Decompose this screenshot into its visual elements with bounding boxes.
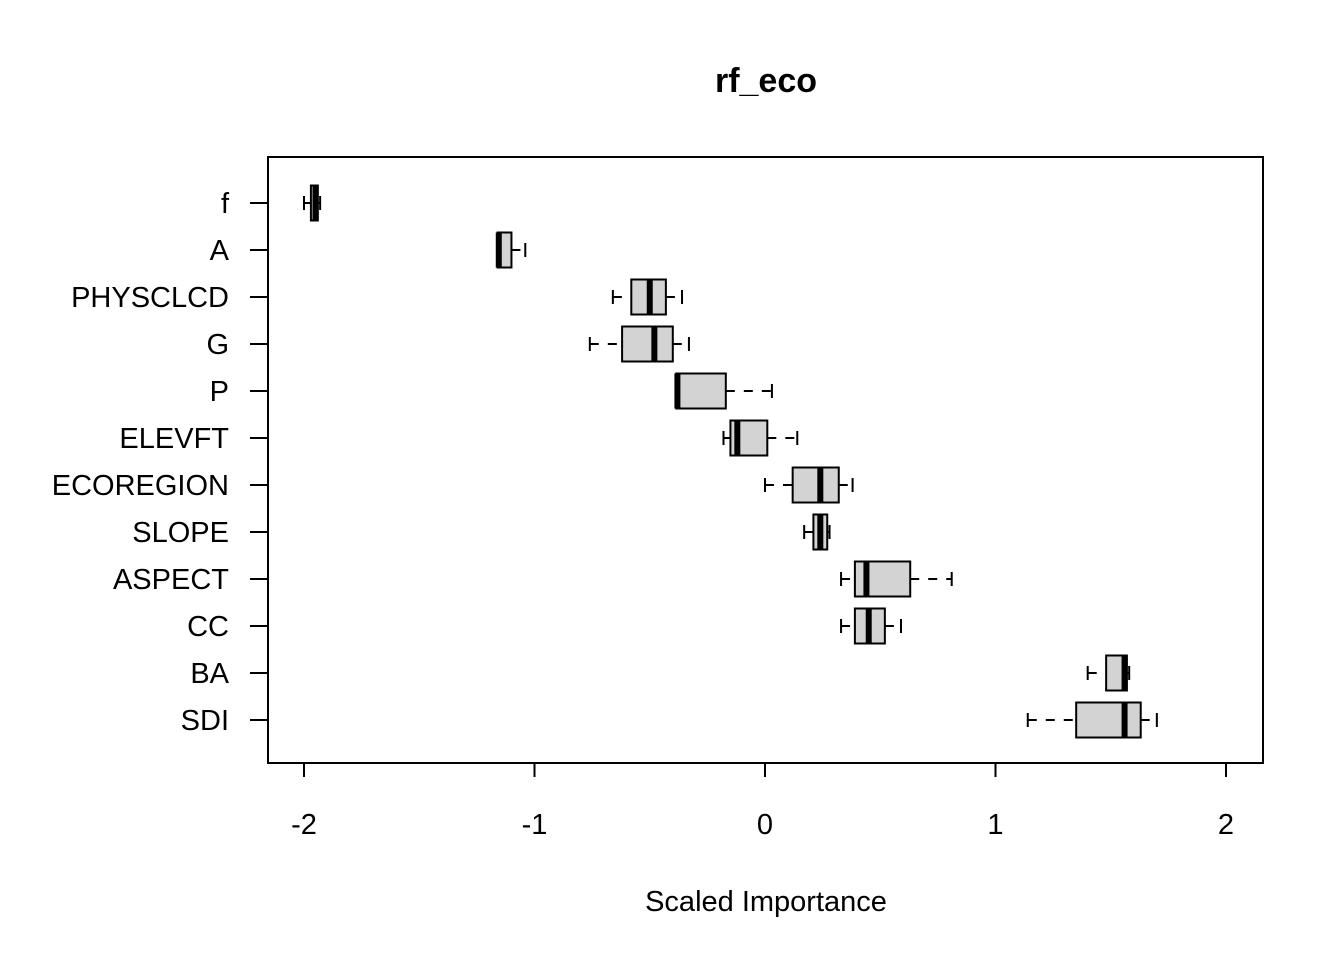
y-tick-label: SLOPE (132, 517, 229, 549)
y-tick-label: G (206, 329, 229, 361)
box-slope (803, 513, 831, 551)
chart-title: rf_eco (715, 62, 817, 100)
box-sdi (1026, 701, 1158, 739)
box-aspect (840, 560, 953, 598)
x-tick-label: 0 (757, 809, 773, 841)
box-ecoregion (764, 466, 854, 504)
box-iqr (1075, 701, 1142, 739)
x-axis-label: Scaled Importance (645, 886, 887, 918)
y-tick-label: SDI (181, 705, 229, 737)
box-iqr (675, 372, 727, 410)
y-tick-label: CC (187, 611, 229, 643)
x-tick-label: -1 (522, 809, 548, 841)
x-tick-label: 2 (1218, 809, 1234, 841)
y-tick-label: ELEVFT (119, 423, 229, 455)
y-tick-label: P (210, 376, 229, 408)
y-tick-label: ASPECT (113, 564, 229, 596)
box-cc (840, 607, 902, 645)
x-axis: -2 -1 0 1 2 (291, 762, 1234, 841)
y-axis: fA PHYSCLCD GP ELEVFT ECOREGION SLOPE ASPECT CC… (52, 188, 268, 737)
y-tick-label: BA (190, 658, 229, 690)
box-physclcd (611, 278, 684, 316)
y-tick-label: ECOREGION (52, 470, 229, 502)
y-tick-label: A (210, 235, 230, 267)
box-g (588, 325, 690, 363)
box-iqr (853, 560, 912, 598)
box-ba (1086, 654, 1131, 692)
y-tick-label: PHYSCLCD (71, 282, 229, 314)
x-tick-label: -2 (291, 809, 317, 841)
x-tick-label: 1 (987, 809, 1003, 841)
box-f (303, 184, 322, 222)
y-tick-label: f (221, 188, 230, 220)
box-iqr (791, 466, 840, 504)
box-iqr (621, 325, 674, 363)
box-elevft (722, 419, 799, 457)
box-a (495, 231, 527, 269)
box-p (674, 372, 773, 410)
boxes-group (303, 184, 1158, 739)
